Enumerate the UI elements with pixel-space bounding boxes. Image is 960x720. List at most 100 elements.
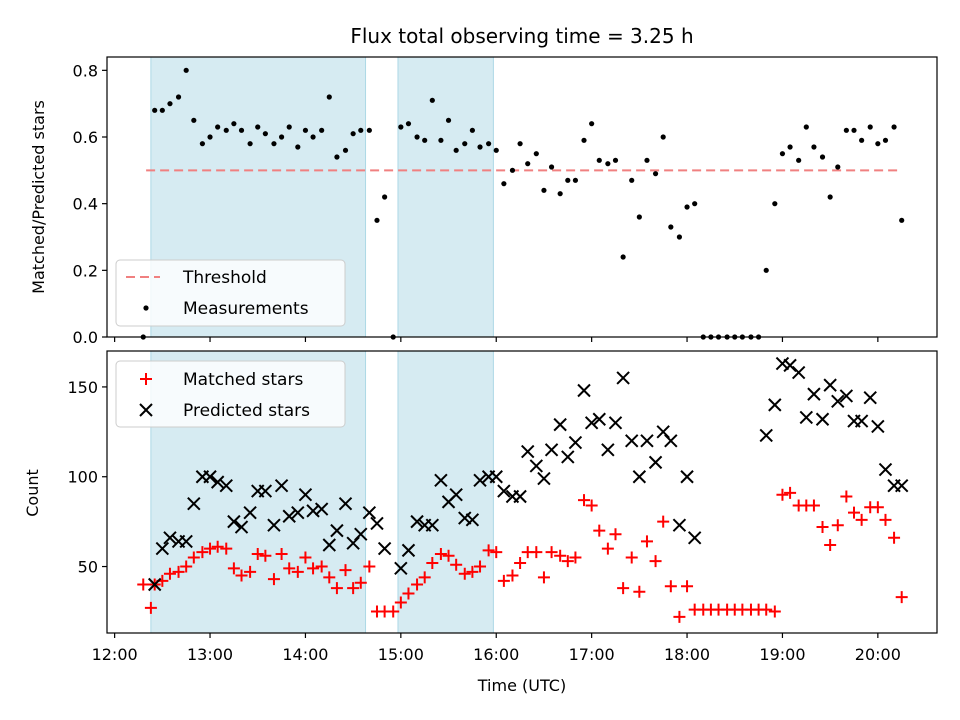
matched-star-point [633,585,646,598]
measurement-point [382,194,388,200]
matched-star-point [855,513,868,526]
top-y-tick-label: 0.6 [73,128,98,147]
measurement-point [366,127,372,133]
legend-predicted-swatch [139,403,153,417]
matched-star-point [434,547,447,560]
measurement-point [462,141,468,147]
measurement-point [763,267,769,273]
predicted-star-point [608,416,623,430]
measurement-point [541,187,547,193]
matched-star-point [347,582,360,595]
matched-star-point [466,565,479,578]
matched-star-point [578,494,591,507]
predicted-star-point [187,496,201,511]
measurement-point [191,117,197,123]
measurement-point [517,141,523,147]
matched-star-point [450,558,463,571]
matched-star-point [418,571,431,584]
measurement-point [247,141,253,147]
predicted-star-point [394,561,408,576]
measurement-point [295,144,301,150]
measurement-point [612,157,619,163]
predicted-star-point [640,434,654,448]
measurement-point [589,121,595,127]
measurement-point [429,97,435,103]
bottom-y-tick-label: 150 [67,378,98,397]
measurement-point [350,131,356,137]
x-tick-label: 20:00 [855,645,901,664]
predicted-star-point [537,471,551,486]
matched-star-point [259,549,272,562]
measurement-point [819,154,826,160]
matched-star-point [895,591,908,604]
matched-star-point [816,521,829,534]
x-tick-label: 15:00 [378,645,424,664]
predicted-star-point [354,527,368,541]
measurement-points [140,67,905,340]
matched-star-point [768,605,781,618]
predicted-star-point [687,531,702,545]
predicted-star-point [568,435,583,450]
top-legend: Threshold Measurements [115,259,346,327]
matched-star-point [137,578,150,591]
matched-star-point [299,551,312,564]
matched-star-point [585,499,598,512]
matched-star-point [490,546,503,559]
bottom-legend-box [115,360,346,428]
predicted-star-point [529,459,544,473]
predicted-star-point [401,543,416,558]
measurement-point [319,127,325,133]
matched-star-point [530,546,543,559]
matched-star-point [625,551,638,564]
legend-threshold-label: Threshold [182,268,267,288]
measurement-point [803,124,809,130]
measurement-point [787,144,793,150]
x-tick-label: 18:00 [664,645,710,664]
predicted-star-point [807,387,821,401]
measurement-point [223,127,229,133]
matched-star-point [807,499,820,512]
predicted-star-point [521,444,535,459]
predicted-star-point [680,470,694,484]
matched-star-point [848,506,860,519]
matched-star-point [402,587,415,600]
predicted-star-point [147,577,162,592]
measurement-point [899,217,905,223]
predicted-star-point [775,356,790,371]
top-y-tick-label: 0.0 [73,328,98,347]
matched-star-point [211,540,224,553]
measurement-point [231,121,237,127]
predicted-star-point [298,487,313,502]
matched-star-point [474,560,487,573]
x-tick-label: 16:00 [473,645,519,664]
predicted-star-point [227,514,241,529]
legend-measurement-label: Measurements [183,299,309,319]
legend-predicted-label: Predicted stars [183,401,310,421]
measurement-point [835,164,841,170]
predicted-star-point [625,434,639,448]
matched-star-point [673,610,686,623]
x-tick-label: 12:00 [92,645,138,664]
measurement-point [302,127,309,133]
top-y-ticks: 0.0 0.2 0.4 0.6 0.8 [73,61,107,347]
measurement-point [572,177,579,183]
matched-star-point [458,567,471,580]
matched-star-point [323,571,336,584]
matched-star-point [315,560,328,573]
matched-star-point [831,519,844,532]
matched-star-point [196,546,209,559]
predicted-star-point [672,518,687,532]
predicted-star-point [434,473,448,488]
measurement-point [684,204,690,210]
predicted-star-point [155,541,170,556]
measurement-point [692,201,698,207]
predicted-star-point [179,534,193,549]
top-panel: 0.00.20.40.60.8 Matched/Predicted stars … [29,56,938,347]
predicted-star-point [465,513,480,527]
matched-star-point [339,564,352,577]
matched-star-point [244,565,257,578]
predicted-star-point [322,538,336,552]
predicted-star-point [664,434,678,448]
matched-star-point [601,542,614,555]
